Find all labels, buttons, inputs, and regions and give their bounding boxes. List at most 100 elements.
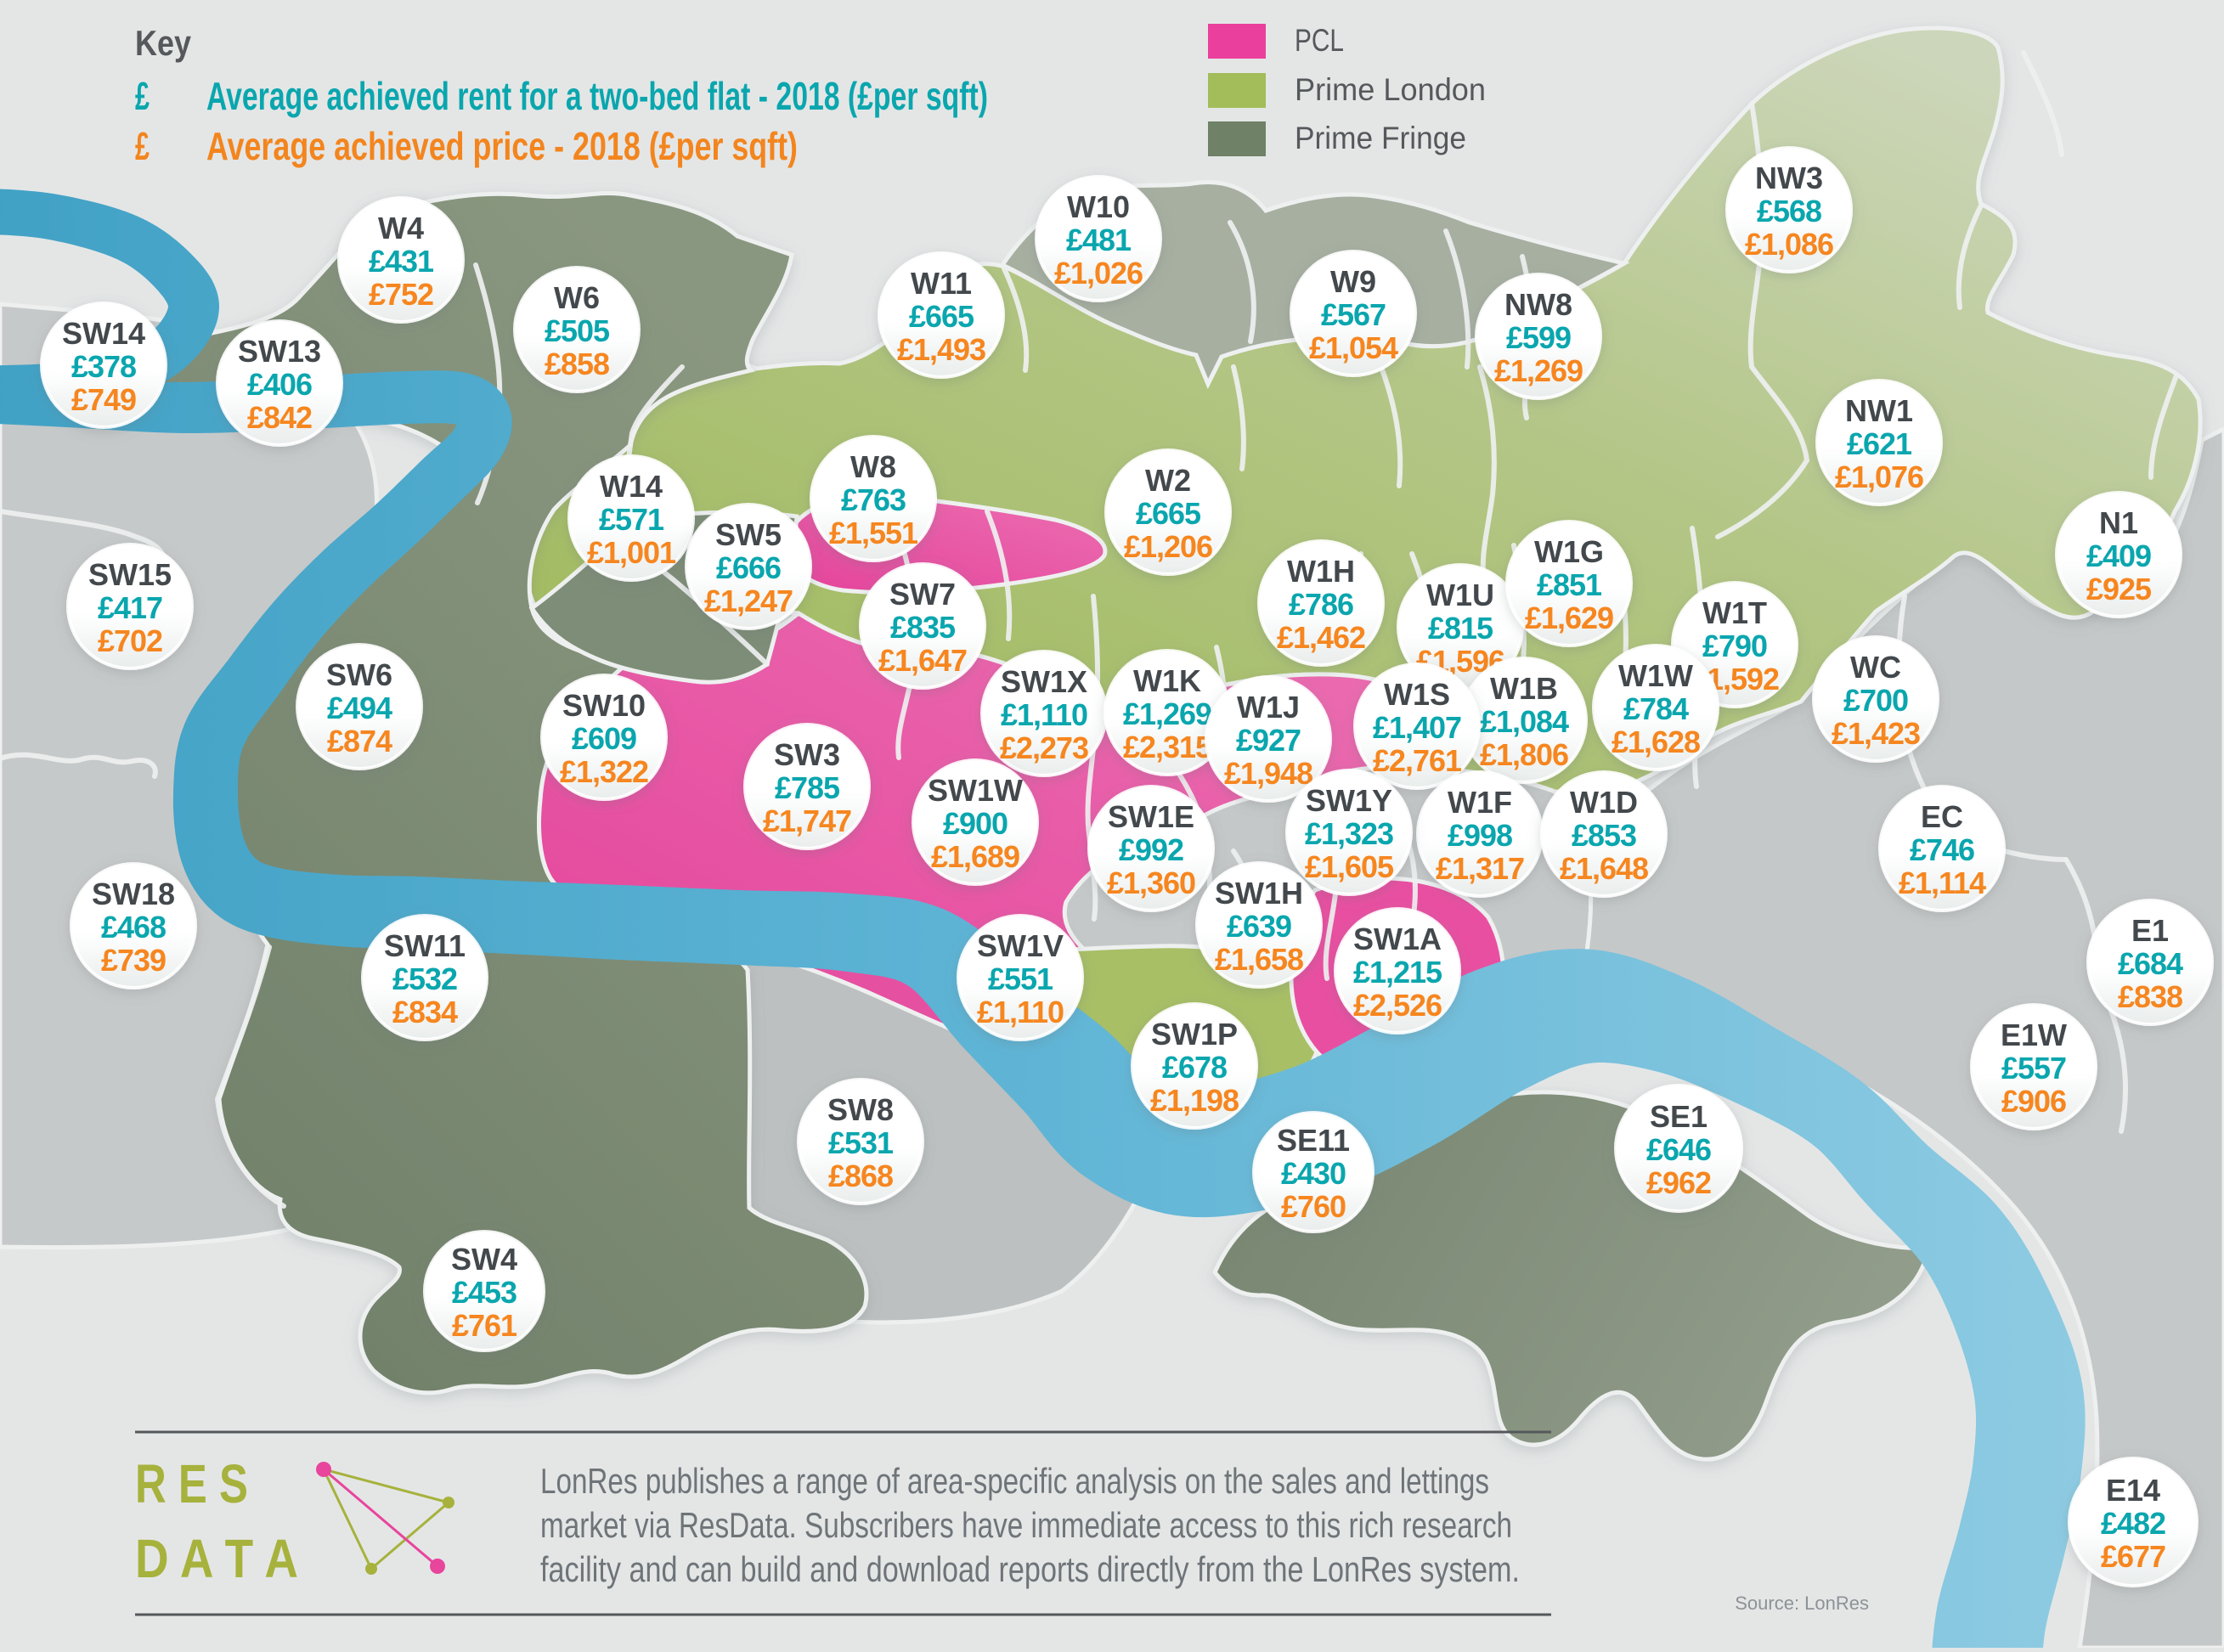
svg-text:£1,323: £1,323	[1305, 816, 1393, 851]
svg-text:£1,110: £1,110	[977, 995, 1064, 1029]
svg-text:£1,001: £1,001	[587, 535, 676, 570]
svg-text:£551: £551	[988, 961, 1053, 996]
svg-text:SW1X: SW1X	[1001, 664, 1087, 699]
svg-text:SW18: SW18	[92, 877, 175, 911]
svg-text:LonRes publishes a range of ar: LonRes publishes a range of area-specifi…	[540, 1461, 1489, 1501]
svg-text:£609: £609	[572, 721, 636, 756]
svg-text:SW1E: SW1E	[1108, 799, 1194, 834]
svg-text:W1H: W1H	[1287, 554, 1355, 589]
svg-text:£900: £900	[943, 806, 1008, 841]
svg-text:£927: £927	[1236, 723, 1301, 758]
svg-text:£1,747: £1,747	[763, 803, 851, 838]
svg-text:£962: £962	[1646, 1165, 1711, 1200]
svg-text:W1K: W1K	[1133, 663, 1201, 698]
svg-text:SE1: SE1	[1650, 1099, 1708, 1134]
svg-text:£378: £378	[71, 349, 136, 384]
svg-text:EC: EC	[1921, 799, 1963, 834]
svg-text:£482: £482	[2101, 1506, 2165, 1541]
svg-text:£785: £785	[775, 770, 840, 805]
svg-text:£1,658: £1,658	[1215, 942, 1303, 977]
svg-text:£835: £835	[890, 610, 956, 645]
svg-text:£763: £763	[841, 482, 906, 517]
svg-text:£406: £406	[247, 367, 312, 402]
svg-text:£834: £834	[392, 995, 458, 1029]
svg-text:W1W: W1W	[1618, 658, 1693, 693]
svg-text:£678: £678	[1162, 1050, 1227, 1085]
svg-text:£998: £998	[1448, 818, 1512, 853]
svg-text:W1U: W1U	[1426, 578, 1494, 612]
svg-text:NW3: NW3	[1755, 161, 1823, 195]
svg-text:£2,315: £2,315	[1123, 730, 1212, 764]
svg-text:£568: £568	[1757, 194, 1821, 228]
svg-text:£2,761: £2,761	[1373, 743, 1462, 778]
svg-text:£1,076: £1,076	[1835, 460, 1923, 494]
svg-text:W1D: W1D	[1570, 785, 1638, 820]
svg-text:£646: £646	[1646, 1132, 1711, 1167]
svg-text:W4: W4	[378, 211, 424, 245]
svg-text:W1S: W1S	[1384, 677, 1450, 712]
svg-text:£677: £677	[2101, 1539, 2165, 1574]
svg-text:SW13: SW13	[238, 334, 321, 369]
svg-text:SW5: SW5	[715, 517, 782, 552]
svg-text:£992: £992	[1119, 832, 1183, 867]
svg-text:market via ResData. Subscriber: market via ResData. Subscribers have imm…	[540, 1505, 1512, 1545]
svg-text:SW1A: SW1A	[1353, 922, 1442, 956]
svg-text:£1,689: £1,689	[931, 839, 1019, 874]
svg-text:facility and can build and dow: facility and can build and download repo…	[540, 1549, 1520, 1589]
svg-text:£571: £571	[599, 502, 664, 537]
svg-text:£746: £746	[1910, 832, 1974, 867]
svg-text:£481: £481	[1066, 223, 1132, 257]
svg-text:£1,360: £1,360	[1107, 865, 1195, 900]
svg-text:W8: W8	[850, 449, 896, 484]
svg-text:£1,628: £1,628	[1612, 725, 1700, 759]
svg-text:W11: W11	[911, 266, 972, 301]
svg-text:£453: £453	[452, 1275, 516, 1310]
svg-text:£1,215: £1,215	[1353, 955, 1442, 990]
svg-text:£1,462: £1,462	[1277, 620, 1365, 655]
svg-text:E14: E14	[2106, 1473, 2160, 1508]
svg-text:W1B: W1B	[1490, 671, 1558, 706]
svg-text:D A T A: D A T A	[135, 1528, 298, 1589]
svg-text:£761: £761	[452, 1308, 517, 1343]
svg-text:£1,407: £1,407	[1373, 710, 1461, 745]
svg-text:Average achieved rent for a tw: Average achieved rent for a two-bed flat…	[206, 74, 988, 118]
svg-text:SW14: SW14	[62, 316, 145, 351]
svg-text:£532: £532	[392, 961, 457, 996]
svg-text:£868: £868	[828, 1159, 893, 1193]
svg-text:£666: £666	[716, 550, 781, 585]
svg-text:NW8: NW8	[1504, 287, 1572, 322]
svg-text:£684: £684	[2118, 946, 2183, 981]
svg-text:£417: £417	[98, 590, 162, 625]
svg-text:£1,269: £1,269	[1123, 696, 1211, 731]
svg-text:£858: £858	[545, 347, 609, 381]
svg-text:£1,206: £1,206	[1124, 529, 1212, 564]
svg-text:£815: £815	[1428, 611, 1493, 646]
svg-text:Prime Fringe: Prime Fringe	[1295, 121, 1466, 155]
svg-text:SW7: SW7	[889, 577, 956, 612]
svg-text:WC: WC	[1850, 650, 1901, 685]
svg-text:£838: £838	[2118, 979, 2182, 1014]
svg-text:W10: W10	[1067, 189, 1130, 224]
svg-text:W1F: W1F	[1448, 785, 1512, 820]
svg-text:£906: £906	[2001, 1084, 2066, 1119]
svg-text:£430: £430	[1281, 1156, 1346, 1191]
svg-text:£1,269: £1,269	[1494, 353, 1583, 388]
svg-text:W14: W14	[600, 469, 663, 504]
svg-text:£567: £567	[1321, 297, 1386, 332]
svg-text:£1,551: £1,551	[829, 516, 918, 550]
svg-text:£1,198: £1,198	[1150, 1083, 1239, 1118]
svg-text:£1,648: £1,648	[1560, 851, 1648, 886]
svg-text:SW1V: SW1V	[977, 928, 1064, 963]
svg-text:£: £	[135, 74, 150, 118]
svg-text:£749: £749	[71, 382, 136, 417]
svg-text:N1: N1	[2099, 505, 2138, 540]
svg-text:£1,110: £1,110	[1001, 697, 1087, 732]
svg-text:£505: £505	[545, 313, 610, 348]
svg-text:£760: £760	[1281, 1189, 1346, 1224]
svg-text:Key: Key	[135, 23, 192, 63]
svg-text:£1,423: £1,423	[1832, 716, 1920, 751]
svg-text:SW1Y: SW1Y	[1306, 783, 1392, 818]
svg-text:£2,273: £2,273	[1000, 730, 1088, 765]
svg-text:£665: £665	[909, 299, 974, 334]
svg-text:£557: £557	[2001, 1051, 2066, 1085]
